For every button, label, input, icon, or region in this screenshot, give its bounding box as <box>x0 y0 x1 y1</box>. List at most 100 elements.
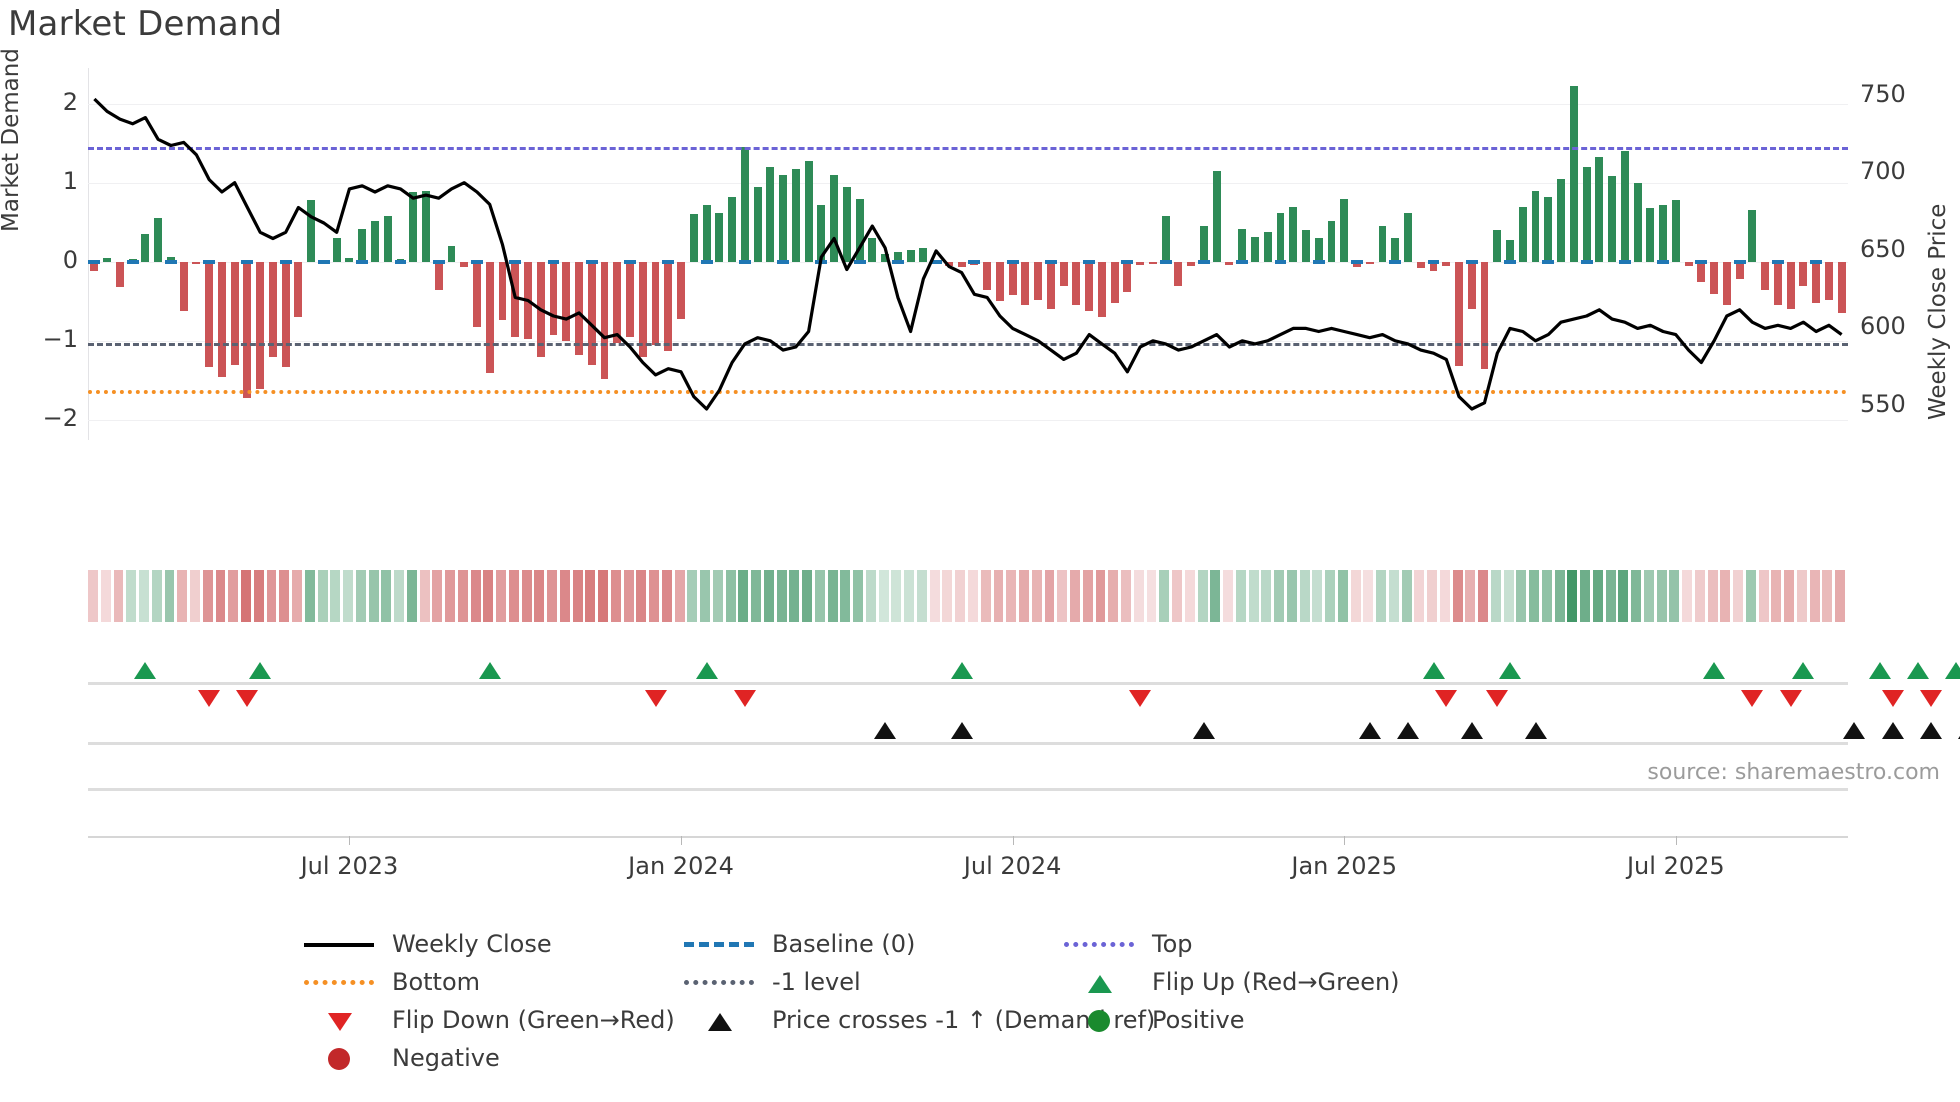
baseline-tick <box>1121 259 1134 264</box>
ribbon-cell <box>381 570 392 622</box>
demand-bar <box>409 192 418 262</box>
demand-bar <box>256 261 265 389</box>
ribbon-cell <box>1465 570 1476 622</box>
baseline-tick <box>88 259 101 264</box>
x-tick-label: Jul 2024 <box>963 852 1062 880</box>
demand-bar <box>1302 230 1310 262</box>
chart-legend: Weekly Close Baseline (0) Top Bottom -1 leve… <box>300 925 1700 1077</box>
demand-bar <box>1046 261 1055 310</box>
legend-label: Baseline (0) <box>772 930 916 958</box>
ribbon-cell <box>126 570 137 622</box>
demand-bar <box>1059 261 1068 286</box>
demand-bar <box>1824 261 1833 300</box>
demand-bar <box>90 261 99 272</box>
demand-bar <box>638 261 647 357</box>
ribbon-cell <box>1643 570 1654 622</box>
legend-item[interactable]: Baseline (0) <box>680 925 915 963</box>
demand-bar <box>1837 261 1846 314</box>
ribbon-cell <box>1388 570 1399 622</box>
demand-bar <box>893 252 902 262</box>
demand-bar <box>205 261 214 368</box>
legend-item[interactable]: Positive <box>1060 1001 1245 1039</box>
legend-label: -1 level <box>772 968 861 996</box>
ribbon-cell <box>1312 570 1323 622</box>
flip-down-marker <box>1435 690 1458 707</box>
legend-item[interactable]: Weekly Close <box>300 925 552 963</box>
ribbon-cell <box>1796 570 1807 622</box>
ribbon-cell <box>1758 570 1769 622</box>
flip-up-marker <box>1703 662 1726 679</box>
x-tick-mark <box>1012 836 1014 845</box>
demand-bar <box>1697 261 1706 282</box>
flip-down-marker <box>1129 690 1152 707</box>
ribbon-cell <box>483 570 494 622</box>
ribbon-cell <box>1184 570 1195 622</box>
legend-item[interactable]: Flip Up (Red→Green) <box>1060 963 1400 1001</box>
legend-label: Weekly Close <box>392 930 552 958</box>
demand-bar <box>549 261 558 335</box>
reference-line-bottom <box>88 390 1848 395</box>
demand-bar <box>804 160 813 262</box>
ribbon-cell <box>572 570 583 622</box>
legend-item[interactable]: Negative <box>300 1039 500 1077</box>
marker-row-spacer <box>88 788 1848 791</box>
legend-item[interactable]: Bottom <box>300 963 480 1001</box>
demand-bar <box>103 257 112 262</box>
demand-bar <box>1506 239 1514 262</box>
demand-bar <box>1161 216 1170 262</box>
ribbon-cell <box>687 570 698 622</box>
ribbon-cell <box>1376 570 1387 622</box>
demand-bar <box>1646 208 1655 262</box>
baseline-tick <box>585 259 598 264</box>
ribbon-cell <box>508 570 519 622</box>
ribbon-cell <box>1057 570 1068 622</box>
price-cross-marker <box>1843 722 1866 739</box>
gridline <box>88 182 1848 184</box>
legend-item[interactable]: Top <box>1060 925 1193 963</box>
ribbon-cell <box>432 570 443 622</box>
demand-bar <box>1799 261 1808 286</box>
ribbon-cell <box>1682 570 1693 622</box>
flip-down-marker <box>1741 690 1764 707</box>
ribbon-cell <box>814 570 825 622</box>
legend-row: Negative <box>300 1039 1700 1077</box>
price-cross-marker <box>1919 722 1942 739</box>
baseline-tick <box>241 259 254 264</box>
ribbon-cell <box>1618 570 1629 622</box>
ribbon-cell <box>1121 570 1131 622</box>
demand-bar <box>1212 170 1221 262</box>
baseline-tick <box>777 259 790 264</box>
baseline-tick <box>317 259 330 264</box>
legend-item[interactable]: Flip Down (Green→Red) <box>300 1001 675 1039</box>
ribbon-cell <box>1784 570 1795 622</box>
x-tick-mark <box>1344 836 1346 845</box>
ribbon-cell <box>1095 570 1106 622</box>
ribbon-cell <box>598 570 609 622</box>
baseline-tick <box>1351 259 1363 264</box>
demand-bar <box>1276 212 1285 262</box>
triangle-up-icon <box>1060 970 1138 994</box>
weekly-close-line <box>93 97 1843 411</box>
x-tick-mark <box>1675 836 1677 845</box>
demand-bar <box>600 261 609 380</box>
baseline-tick <box>700 259 713 264</box>
ribbon-cell <box>279 570 290 622</box>
demand-bar <box>345 257 354 262</box>
ribbon-cell <box>457 570 468 622</box>
price-cross-marker <box>1192 722 1215 739</box>
baseline-tick <box>1389 259 1402 264</box>
ribbon-cell <box>177 570 188 622</box>
demand-bar <box>1085 261 1094 311</box>
ribbon-cell <box>1439 570 1450 622</box>
demand-bar <box>1684 261 1693 266</box>
baseline-tick <box>1427 259 1440 264</box>
ribbon-cell <box>343 570 353 622</box>
demand-bar <box>1008 261 1017 296</box>
legend-item[interactable]: -1 level <box>680 963 861 1001</box>
demand-bar <box>1722 261 1731 306</box>
demand-bar <box>728 197 736 262</box>
demand-bar <box>473 261 481 327</box>
ribbon-cell <box>1503 570 1514 622</box>
ribbon-cell <box>304 570 315 622</box>
ribbon-cell <box>1554 570 1565 622</box>
